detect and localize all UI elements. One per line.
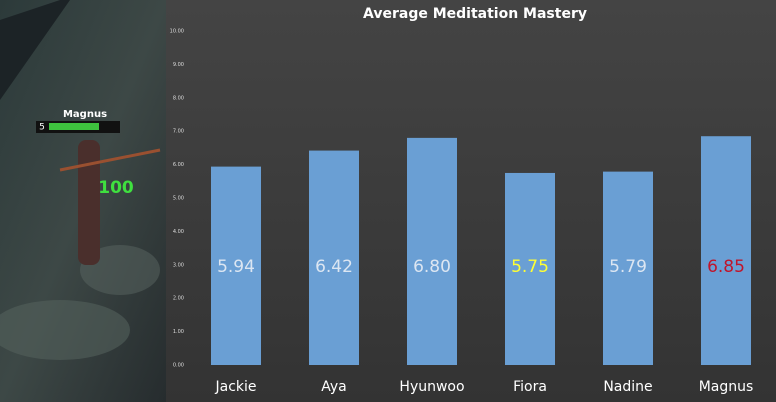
x-tick-label: Nadine [603,379,652,395]
light-patch [80,245,160,295]
data-label: 6.80 [413,257,451,277]
y-tick-label: 4.00 [173,229,184,235]
y-tick-label: 1.00 [173,329,184,335]
bar [211,166,261,365]
y-tick-label: 10.00 [170,29,184,35]
y-tick-label: 6.00 [173,162,184,168]
data-label: 5.75 [511,257,549,277]
bar [701,136,751,365]
chart-title: Average Meditation Mastery [363,6,587,22]
health-bar [49,123,99,130]
x-tick-label: Fiora [513,379,547,395]
chart-background [166,0,776,402]
fence [0,0,70,100]
data-label: 5.94 [217,257,255,277]
y-tick-label: 8.00 [173,95,184,101]
bar [505,172,555,365]
y-tick-label: 5.00 [173,196,184,202]
bar [407,137,457,365]
y-tick-label: 7.00 [173,129,184,135]
y-tick-label: 0.00 [173,363,184,369]
player-level: 5 [39,123,45,133]
data-label: 6.42 [315,257,353,277]
light-patch [0,300,130,360]
y-tick-label: 2.00 [173,296,184,302]
damage-number: 100 [98,178,134,198]
y-tick-label: 9.00 [173,62,184,68]
staff [59,148,161,172]
data-label: 5.79 [609,257,647,277]
x-tick-label: Magnus [699,379,754,395]
game-scene: Magnus 5 100 [0,0,166,402]
bar [309,150,359,365]
x-tick-label: Jackie [214,379,256,395]
x-tick-label: Hyunwoo [399,379,464,395]
character [78,140,100,265]
y-tick-label: 3.00 [173,262,184,268]
x-tick-label: Aya [321,379,347,395]
player-name: Magnus [63,109,107,120]
bar [603,171,653,365]
data-label: 6.85 [707,257,745,277]
